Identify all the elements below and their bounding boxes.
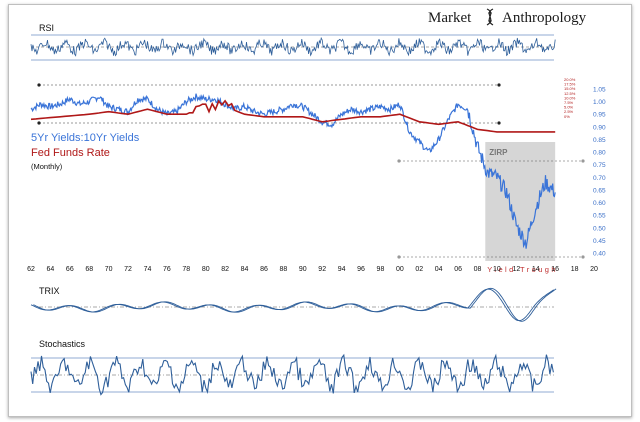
y-tick-label: 0.85 <box>593 137 606 144</box>
x-tick-label: 92 <box>318 266 326 273</box>
y-tick-label: 0.75 <box>593 162 606 169</box>
rsi-series-line <box>30 36 556 57</box>
fed-funds-scale: 20.0%17.5%15.0%12.5%10.0%7.5%5.0%2.5%0% <box>564 77 576 119</box>
upper-reference-dot-left <box>37 83 41 87</box>
y-tick-label: 0.70 <box>593 175 606 182</box>
fed-tick-label: 15.0% <box>564 86 576 91</box>
x-tick-label: 10 <box>493 266 501 273</box>
y-tick-label: 0.80 <box>593 150 606 157</box>
y-tick-label: 0.45 <box>593 238 606 245</box>
dna-helix-icon <box>486 8 494 26</box>
mid-reference-dot-right <box>581 159 585 163</box>
x-tick-label: 94 <box>338 266 346 273</box>
y-tick-label: 0.50 <box>593 225 606 232</box>
trix-main-line <box>33 287 557 322</box>
x-tick-label: 06 <box>454 266 462 273</box>
x-tick-label: 70 <box>105 266 113 273</box>
x-tick-label: 74 <box>144 266 152 273</box>
legend-period-label: (Monthly) <box>31 162 63 171</box>
x-tick-label: 12 <box>512 266 520 273</box>
x-tick-label: 64 <box>47 266 55 273</box>
y-tick-label: 1.00 <box>593 99 606 106</box>
y-tick-label: 0.55 <box>593 213 606 220</box>
zirp-shaded-region <box>485 142 556 261</box>
legend-fed-label: Fed Funds Rate <box>31 147 110 159</box>
upper-reference-dot-right <box>497 83 501 87</box>
x-tick-label: 66 <box>66 266 74 273</box>
mid-reference-dot-left <box>397 159 401 163</box>
lower-reference-dot-left <box>37 121 41 125</box>
y-tick-label: 0.60 <box>593 200 606 207</box>
legend-ratio-label: 5Yr Yields:10Yr Yields <box>31 132 140 144</box>
x-tick-label: 90 <box>299 266 307 273</box>
rsi-panel: RSI <box>30 23 556 61</box>
ratio-panel: ZIRP Yield Trough 20.0%17.5%15.0%12.5%10… <box>30 77 606 274</box>
x-tick-label: 76 <box>163 266 171 273</box>
ratio-series-line <box>30 93 556 249</box>
x-tick-label: 04 <box>435 266 443 273</box>
x-tick-label: 78 <box>182 266 190 273</box>
stochastics-panel: Stochastics <box>30 339 554 396</box>
x-tick-label: 96 <box>357 266 365 273</box>
x-tick-label: 62 <box>27 266 35 273</box>
x-tick-label: 08 <box>474 266 482 273</box>
x-tick-label: 84 <box>241 266 249 273</box>
x-tick-label: 80 <box>202 266 210 273</box>
x-tick-label: 02 <box>415 266 423 273</box>
y-tick-label: 0.40 <box>593 251 606 258</box>
y-tick-label: 0.95 <box>593 112 606 119</box>
x-tick-label: 72 <box>124 266 132 273</box>
x-tick-label: 00 <box>396 266 404 273</box>
trix-title: TRIX <box>39 286 60 296</box>
yield-trough-label: Yield Trough <box>487 265 558 274</box>
fed-tick-label: 17.5% <box>564 82 576 87</box>
x-tick-label: 14 <box>532 266 540 273</box>
fed-tick-label: 0% <box>564 114 570 119</box>
x-tick-label: 88 <box>279 266 287 273</box>
lower-reference-dot-right <box>497 121 501 125</box>
x-tick-label: 86 <box>260 266 268 273</box>
zirp-label: ZIRP <box>489 148 508 157</box>
x-tick-label: 16 <box>551 266 559 273</box>
x-tick-label: 18 <box>571 266 579 273</box>
fed-funds-series-line <box>30 99 556 133</box>
brand-header: Market Anthropology <box>428 8 587 26</box>
rsi-title: RSI <box>39 23 54 33</box>
stochastics-series-line <box>30 353 554 396</box>
bottom-reference-dot-left <box>397 255 401 259</box>
fed-tick-label: 7.5% <box>564 100 574 105</box>
fed-tick-label: 12.5% <box>564 91 576 96</box>
fed-tick-label: 2.5% <box>564 109 574 114</box>
trix-signal-line <box>30 288 554 322</box>
brand-title-right: Anthropology <box>502 10 587 26</box>
chart-frame: Market Anthropology RSI ZIRP Yield Troug… <box>8 4 632 417</box>
fed-tick-label: 20.0% <box>564 77 576 82</box>
bottom-reference-dot-right <box>581 255 585 259</box>
ratio-y-axis: 1.05 1.00 0.95 0.90 0.85 0.80 0.75 0.70 0.65 0.60… <box>593 87 606 258</box>
x-tick-label: 68 <box>85 266 93 273</box>
y-tick-label: 0.65 <box>593 187 606 194</box>
x-axis: 62 64 66 68 70 72 74 76 78 80 82 84 86 88 90 92 94 96 98 00… <box>27 266 598 273</box>
trix-panel: TRIX <box>30 286 557 322</box>
x-tick-label: 82 <box>221 266 229 273</box>
fed-tick-label: 5.0% <box>564 105 574 110</box>
fed-tick-label: 10.0% <box>564 95 576 100</box>
chart-svg: Market Anthropology RSI ZIRP Yield Troug… <box>27 8 606 396</box>
x-tick-label: 98 <box>377 266 385 273</box>
x-tick-label: 20 <box>590 266 598 273</box>
y-tick-label: 0.90 <box>593 124 606 131</box>
brand-title-left: Market <box>428 10 472 26</box>
y-tick-label: 1.05 <box>593 87 606 94</box>
stochastics-title: Stochastics <box>39 339 86 349</box>
